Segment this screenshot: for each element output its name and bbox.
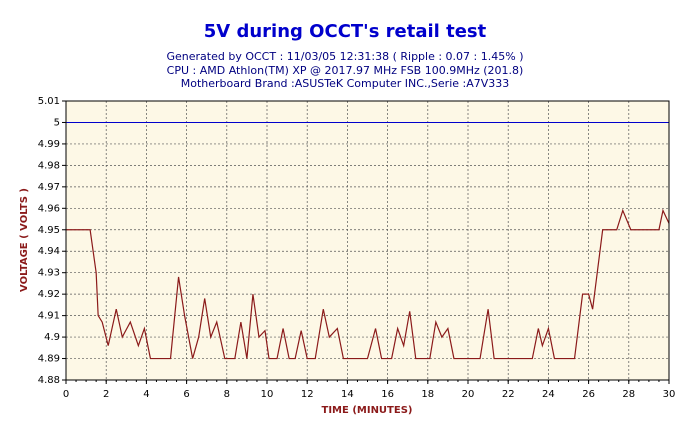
x-tick-label: 26 [582,389,595,400]
y-tick-label: 5.01 [38,96,60,107]
data-line [66,208,670,360]
y-tick-label: 4.9 [44,332,60,343]
x-tick-label: 20 [462,389,475,400]
y-tick-label: 4.89 [38,354,60,365]
x-axis-label: TIME (MINUTES) [322,405,413,416]
x-tick-label: 18 [421,389,434,400]
subtitle: CPU : AMD Athlon(TM) XP @ 2017.97 MHz FS… [167,64,524,77]
y-tick-label: 4.95 [38,225,60,236]
plot-area [66,101,669,380]
x-tick-label: 14 [341,389,354,400]
chart-title: 5V during OCCT's retail test [204,21,487,42]
x-tick-label: 30 [663,389,676,400]
subtitle: Generated by OCCT : 11/03/05 12:31:38 ( … [167,50,524,63]
x-tick-label: 24 [542,389,555,400]
x-tick-label: 12 [301,389,314,400]
y-tick-label: 4.99 [38,139,60,150]
x-tick-label: 28 [622,389,635,400]
y-tick-label: 4.91 [38,311,60,322]
y-tick-label: 4.93 [38,268,60,279]
x-tick-label: 4 [143,389,149,400]
y-tick-label: 4.98 [38,160,60,171]
y-tick-label: 5 [54,117,60,128]
subtitle: Motherboard Brand :ASUSTeK Computer INC.… [181,77,510,90]
x-tick-label: 2 [103,389,109,400]
y-tick-label: 4.97 [38,182,60,193]
y-tick-label: 4.96 [38,203,60,214]
y-tick-label: 4.88 [38,375,60,386]
plot-border [65,100,670,381]
x-tick-label: 8 [224,389,230,400]
x-tick-label: 6 [183,389,189,400]
x-tick-label: 0 [63,389,69,400]
y-axis-label: VOLTAGE ( VOLTS ) [19,188,30,292]
y-tick-label: 4.94 [38,246,60,257]
x-tick-label: 22 [502,389,515,400]
y-tick-label: 4.92 [38,289,60,300]
x-tick-label: 16 [381,389,394,400]
x-tick-label: 10 [261,389,274,400]
